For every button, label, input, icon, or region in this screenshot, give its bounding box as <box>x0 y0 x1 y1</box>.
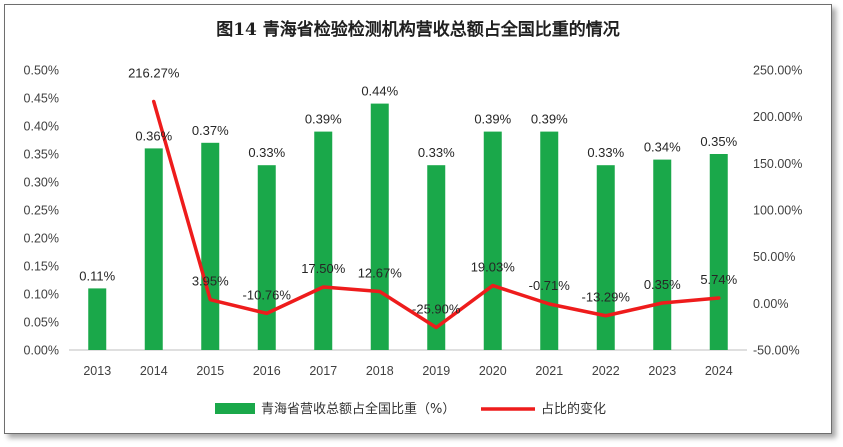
x-tick-label: 2024 <box>705 364 733 378</box>
x-tick-label: 2014 <box>140 364 168 378</box>
y-axis-left: 0.00% 0.05% 0.10% 0.15% 0.20% 0.25% 0.30% 0.35%… <box>24 64 59 358</box>
y-left-tick-label: 0.05% <box>24 316 59 330</box>
line-series <box>152 99 721 330</box>
y-right-tick-label: 0.00% <box>753 297 788 311</box>
y-left-tick-label: 0.35% <box>24 148 59 162</box>
bar-data-labels: 0.11% 0.36% 0.37% 0.33% 0.39% 0.44% 0.33% 0.39%… <box>79 84 737 284</box>
line-data-label: 5.74% <box>700 272 737 287</box>
x-tick-label: 2018 <box>366 364 394 378</box>
y-left-tick-label: 0.15% <box>24 260 59 274</box>
bar-data-label: 0.37% <box>192 123 229 138</box>
y-left-tick-label: 0.45% <box>24 92 59 106</box>
bar-data-label: 0.39% <box>474 112 511 127</box>
bar-series <box>88 103 728 350</box>
x-tick-label: 2013 <box>83 364 111 378</box>
y-right-tick-label: 250.00% <box>753 64 802 78</box>
x-tick-label: 2016 <box>253 364 281 378</box>
y-right-tick-label: -50.00% <box>753 344 800 358</box>
line-data-label: -13.29% <box>582 290 631 305</box>
y-right-tick-label: 50.00% <box>753 250 795 264</box>
chart-frame: 图14 青海省检验检测机构营收总额占全国比重的情况 0.00% 0.05% 0.10… <box>4 4 832 434</box>
legend-bar-swatch <box>215 403 255 414</box>
x-tick-label: 2020 <box>479 364 507 378</box>
y-left-tick-label: 0.20% <box>24 232 59 246</box>
bar-data-label: 0.34% <box>644 140 681 155</box>
bar <box>88 288 107 350</box>
y-right-tick-label: 200.00% <box>753 110 802 124</box>
y-left-tick-label: 0.40% <box>24 120 59 134</box>
bar <box>370 103 389 350</box>
y-left-tick-label: 0.25% <box>24 204 59 218</box>
line-data-label: 12.67% <box>358 266 403 281</box>
bar <box>201 142 220 350</box>
line-path <box>152 99 721 330</box>
bar-data-label: 0.44% <box>361 84 398 99</box>
x-tick-label: 2022 <box>592 364 620 378</box>
x-tick-label: 2015 <box>196 364 224 378</box>
bar <box>540 131 559 350</box>
bar-data-label: 0.36% <box>135 128 172 143</box>
legend-bar-label: 青海省营收总额占全国比重（%） <box>261 401 455 417</box>
x-tick-label: 2021 <box>535 364 563 378</box>
bar <box>144 148 163 350</box>
x-tick-label: 2017 <box>309 364 337 378</box>
bar-data-label: 0.33% <box>248 145 285 160</box>
line-data-label: -10.76% <box>243 287 292 302</box>
line-data-label: 0.35% <box>644 277 681 292</box>
bar <box>427 165 446 350</box>
y-left-tick-label: 0.00% <box>24 344 59 358</box>
y-right-tick-label: 100.00% <box>753 204 802 218</box>
line-data-labels: 216.27% 3.95% -10.76% 17.50% 12.67% -25.90% 19… <box>128 65 738 316</box>
line-data-label: -25.90% <box>412 302 461 317</box>
y-left-tick-label: 0.50% <box>24 64 59 78</box>
bar <box>257 165 276 350</box>
line-data-label: 216.27% <box>128 65 180 80</box>
bar <box>596 165 615 350</box>
x-axis: 2013 2014 2015 2016 2017 2018 2019 2020 2021 2022… <box>83 364 732 378</box>
line-data-label: 19.03% <box>471 260 516 275</box>
y-right-tick-label: 150.00% <box>753 157 802 171</box>
line-data-label: -0.71% <box>529 278 571 293</box>
bar-data-label: 0.39% <box>305 112 342 127</box>
bar <box>653 159 672 350</box>
legend-line-label: 占比的变化 <box>541 401 606 417</box>
bar-data-label: 0.33% <box>418 145 455 160</box>
bar-data-label: 0.11% <box>79 268 115 283</box>
line-data-label: 17.50% <box>301 261 346 276</box>
bar <box>314 131 333 350</box>
bar-data-label: 0.39% <box>531 112 568 127</box>
y-axis-right: -50.00% 0.00% 50.00% 100.00% 150.00% 200.00% 2… <box>753 64 802 358</box>
y-left-tick-label: 0.30% <box>24 176 59 190</box>
chart-title: 图14 青海省检验检测机构营收总额占全国比重的情况 <box>216 19 620 40</box>
x-tick-label: 2023 <box>648 364 676 378</box>
line-data-label: 3.95% <box>192 274 229 289</box>
chart: 图14 青海省检验检测机构营收总额占全国比重的情况 0.00% 0.05% 0.10… <box>24 19 803 417</box>
bar <box>483 131 502 350</box>
bar-data-label: 0.33% <box>587 145 624 160</box>
bar <box>709 154 728 350</box>
x-tick-label: 2019 <box>422 364 450 378</box>
bar-data-label: 0.35% <box>700 134 737 149</box>
legend: 青海省营收总额占全国比重（%） 占比的变化 <box>215 401 606 417</box>
y-left-tick-label: 0.10% <box>24 288 59 302</box>
